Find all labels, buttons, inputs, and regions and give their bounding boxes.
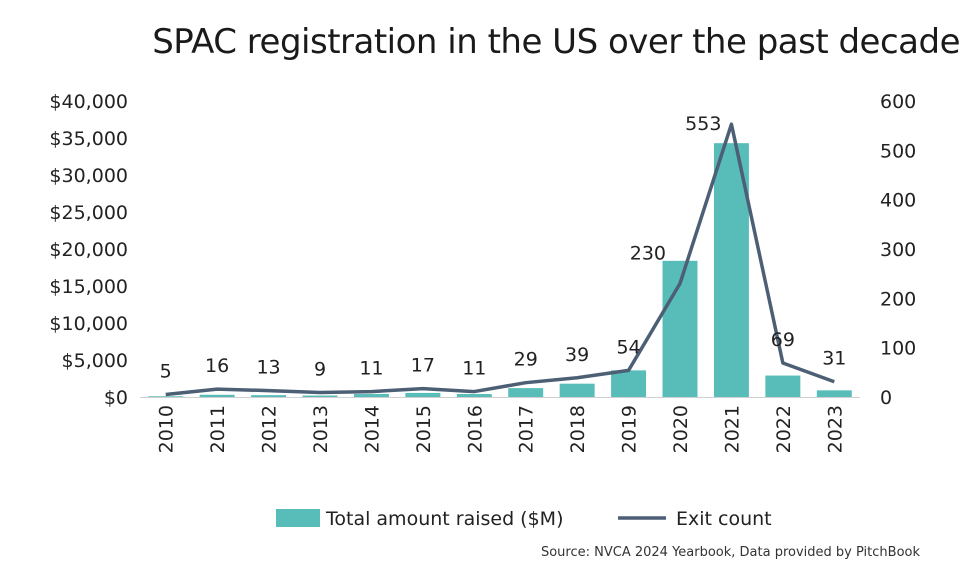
data-label: 5 [160, 361, 172, 383]
legend-bar-swatch [276, 509, 320, 527]
chart-title: SPAC registration in the US over the pas… [152, 22, 960, 62]
y-axis-right: 0 100 200 300 400 500 600 [880, 91, 916, 409]
legend: Total amount raised ($M) Exit count [276, 508, 772, 530]
x-tick-label: 2016 [464, 405, 486, 453]
data-label: 13 [256, 357, 280, 379]
bar [302, 395, 338, 397]
x-tick-label: 2021 [721, 405, 743, 453]
legend-bar-label: Total amount raised ($M) [325, 508, 564, 530]
y-right-tick-label: 200 [880, 288, 916, 310]
y-left-tick-label: $0 [104, 387, 128, 409]
y-left-tick-label: $15,000 [49, 276, 128, 298]
data-label: 11 [359, 358, 383, 380]
data-label: 553 [685, 113, 721, 135]
bar [508, 388, 544, 397]
bar [611, 370, 647, 397]
data-label: 11 [462, 358, 486, 380]
y-right-tick-label: 0 [880, 387, 892, 409]
x-tick-label: 2018 [567, 405, 589, 453]
x-tick-label: 2011 [207, 405, 229, 453]
y-left-tick-label: $40,000 [49, 91, 128, 113]
x-tick-label: 2014 [361, 405, 383, 453]
bar [405, 392, 441, 397]
data-label: 230 [630, 243, 666, 265]
bar [765, 375, 801, 397]
y-right-tick-label: 100 [880, 338, 916, 360]
line-series: 5 16 13 9 11 17 11 29 39 54 230 553 69 31 [160, 113, 846, 397]
x-tick-label: 2020 [670, 405, 692, 453]
data-label: 17 [411, 355, 435, 377]
bar [251, 395, 287, 397]
bar-series [140, 143, 860, 398]
exit-count-line [165, 122, 835, 397]
data-label: 39 [565, 344, 589, 366]
data-label: 16 [205, 355, 229, 377]
data-label: 31 [822, 348, 846, 370]
bar [816, 390, 852, 397]
x-tick-label: 2010 [156, 405, 178, 453]
y-left-tick-label: $20,000 [49, 239, 128, 261]
data-label: 9 [314, 359, 326, 381]
x-tick-label: 2012 [259, 405, 281, 453]
x-tick-label: 2019 [619, 405, 641, 453]
y-axis-left: $0 $5,000 $10,000 $15,000 $20,000 $25,000 $30,… [49, 91, 128, 409]
x-tick-label: 2013 [310, 405, 332, 453]
y-left-tick-label: $30,000 [49, 165, 128, 187]
bar [353, 394, 389, 397]
bar [456, 394, 492, 397]
legend-line-label: Exit count [676, 508, 772, 530]
x-axis: 2010 2011 2012 2013 2014 2015 2016 2017 2018 2019… [156, 405, 847, 453]
y-right-tick-label: 300 [880, 239, 916, 261]
y-left-tick-label: $10,000 [49, 313, 128, 335]
y-right-tick-label: 600 [880, 91, 916, 113]
x-tick-label: 2015 [413, 405, 435, 453]
bar [148, 396, 184, 397]
bar [559, 383, 595, 397]
source-note: Source: NVCA 2024 Yearbook, Data provide… [540, 545, 920, 560]
data-label: 29 [514, 349, 538, 371]
y-left-tick-label: $25,000 [49, 202, 128, 224]
x-tick-label: 2022 [773, 405, 795, 453]
data-label: 54 [616, 336, 640, 358]
y-right-tick-label: 500 [880, 140, 916, 162]
y-left-tick-label: $35,000 [49, 128, 128, 150]
x-tick-label: 2017 [516, 405, 538, 453]
y-right-tick-label: 400 [880, 190, 916, 212]
x-tick-label: 2023 [824, 405, 846, 453]
bar [199, 394, 235, 397]
data-label: 69 [771, 329, 795, 351]
y-left-tick-label: $5,000 [62, 350, 128, 372]
